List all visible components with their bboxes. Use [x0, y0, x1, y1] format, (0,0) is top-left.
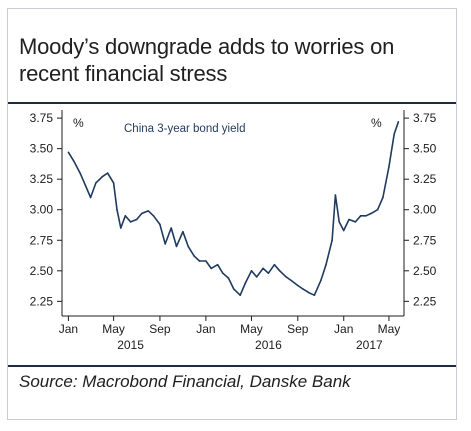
x-tick-label: Sep	[287, 322, 309, 336]
x-tick-label: May	[240, 322, 263, 336]
data-point	[193, 255, 195, 257]
y-tick-label-right: 2.25	[413, 294, 437, 308]
data-point	[397, 121, 400, 123]
y-tick-label-left: 3.75	[30, 111, 54, 125]
y-tick-label-left: 3.25	[30, 172, 54, 186]
data-point	[84, 184, 87, 187]
data-point	[278, 270, 281, 272]
data-point	[129, 221, 132, 223]
y-unit-left: %	[73, 116, 84, 130]
line-chart: 3.75 3.75 3.50 3.50 3.25 3.25 3.00 3.00 2.75 2.75…	[30, 110, 437, 352]
data-point	[320, 279, 322, 282]
data-point	[331, 239, 333, 242]
data-point	[233, 288, 235, 290]
data-point	[79, 172, 81, 174]
data-point	[334, 194, 337, 196]
data-point	[273, 263, 276, 266]
data-point	[370, 212, 373, 215]
x-year-label: 2017	[356, 338, 383, 352]
data-point	[290, 279, 293, 282]
x-tick-label: May	[102, 322, 125, 336]
data-point	[124, 215, 127, 217]
data-point	[120, 227, 122, 229]
data-point	[152, 215, 155, 217]
data-point	[365, 215, 367, 217]
x-tick-label: May	[378, 322, 401, 336]
data-point	[325, 263, 327, 266]
data-point	[210, 267, 212, 270]
data-point	[101, 175, 104, 178]
y-tick-label-right: 2.50	[413, 264, 437, 278]
data-point	[342, 229, 345, 232]
y-tick-label-right: 3.50	[413, 142, 437, 156]
data-point	[285, 276, 287, 278]
data-point	[297, 284, 299, 287]
data-point	[182, 230, 184, 233]
y-tick-label-right: 2.75	[413, 233, 437, 247]
data-point	[382, 196, 384, 199]
data-point	[244, 282, 247, 284]
y-tick-label-left: 2.75	[30, 233, 54, 247]
data-point	[255, 276, 258, 278]
y-tick-label-right: 3.75	[413, 111, 437, 125]
series-line-china-3y-yield	[67, 121, 400, 296]
data-point	[338, 221, 341, 223]
data-point	[308, 292, 310, 294]
y-tick-label-right: 3.25	[413, 172, 437, 186]
data-point	[147, 210, 150, 212]
series-label: China 3-year bond yield	[124, 123, 245, 135]
x-year-label: 2016	[255, 338, 282, 352]
data-point	[164, 243, 166, 245]
data-point	[141, 212, 143, 215]
y-tick-label-left: 2.25	[30, 294, 54, 308]
data-point	[313, 294, 316, 297]
data-point	[250, 270, 253, 272]
data-point	[106, 172, 109, 174]
data-point	[267, 272, 270, 275]
data-point	[187, 245, 189, 248]
top-divider	[8, 102, 456, 104]
x-year-label: 2015	[117, 338, 144, 352]
data-point	[95, 182, 97, 184]
source-note: Source: Macrobond Financial, Danske Bank	[19, 372, 351, 391]
data-point	[72, 160, 75, 162]
data-point	[205, 260, 207, 262]
data-point	[239, 294, 241, 297]
data-point	[198, 260, 201, 262]
data-point	[175, 245, 178, 248]
data-point	[67, 151, 70, 154]
data-point	[354, 221, 357, 223]
data-point	[302, 288, 304, 290]
x-tick-label: Jan	[196, 322, 215, 336]
x-tick-label: Sep	[149, 322, 171, 336]
x-tick-label: Jan	[334, 322, 353, 336]
data-point	[359, 215, 362, 217]
data-point	[222, 272, 224, 275]
data-point	[170, 227, 172, 229]
y-tick-label-left: 3.00	[30, 203, 54, 217]
data-point	[393, 133, 396, 135]
bottom-divider	[8, 365, 456, 367]
data-point	[116, 208, 118, 211]
y-tick-label-left: 2.50	[30, 264, 54, 278]
data-point	[112, 182, 115, 184]
chart-frame	[7, 8, 457, 420]
data-point	[376, 208, 379, 211]
y-tick-label-right: 3.00	[413, 203, 437, 217]
data-point	[159, 223, 161, 226]
data-point	[227, 277, 230, 279]
data-point	[388, 166, 390, 168]
chart-title: Moody’s downgrade adds to worries on rec…	[19, 34, 395, 86]
y-unit-right: %	[371, 116, 382, 130]
x-tick-label: Jan	[59, 322, 78, 336]
y-tick-label-left: 3.50	[30, 142, 54, 156]
data-point	[262, 267, 264, 270]
data-point	[89, 196, 92, 199]
data-point	[135, 218, 138, 221]
data-point	[216, 263, 219, 266]
data-point	[348, 218, 350, 221]
